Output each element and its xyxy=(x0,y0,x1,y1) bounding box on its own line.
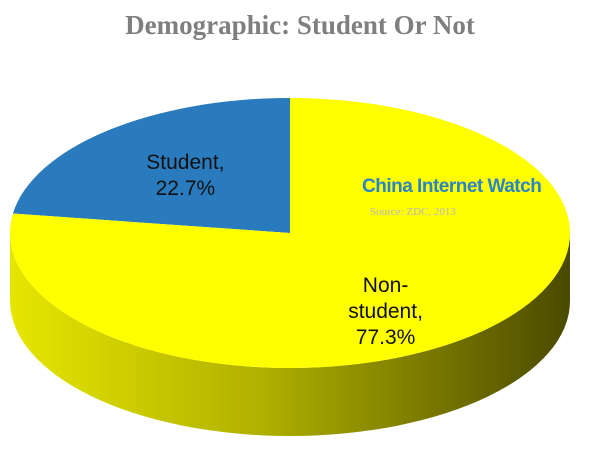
data-label: Student, 22.7% xyxy=(146,150,225,200)
data-label: Non-student, 77.3% xyxy=(348,274,423,350)
pie xyxy=(9,98,570,436)
pie-side xyxy=(10,233,570,436)
pie-slice xyxy=(9,98,570,369)
watermark: China Internet Watch xyxy=(362,176,541,197)
source-note: Source: ZDC, 2013 xyxy=(370,206,456,218)
chart-title: Demographic: Student Or Not xyxy=(125,10,475,40)
pie-slice xyxy=(12,98,290,233)
